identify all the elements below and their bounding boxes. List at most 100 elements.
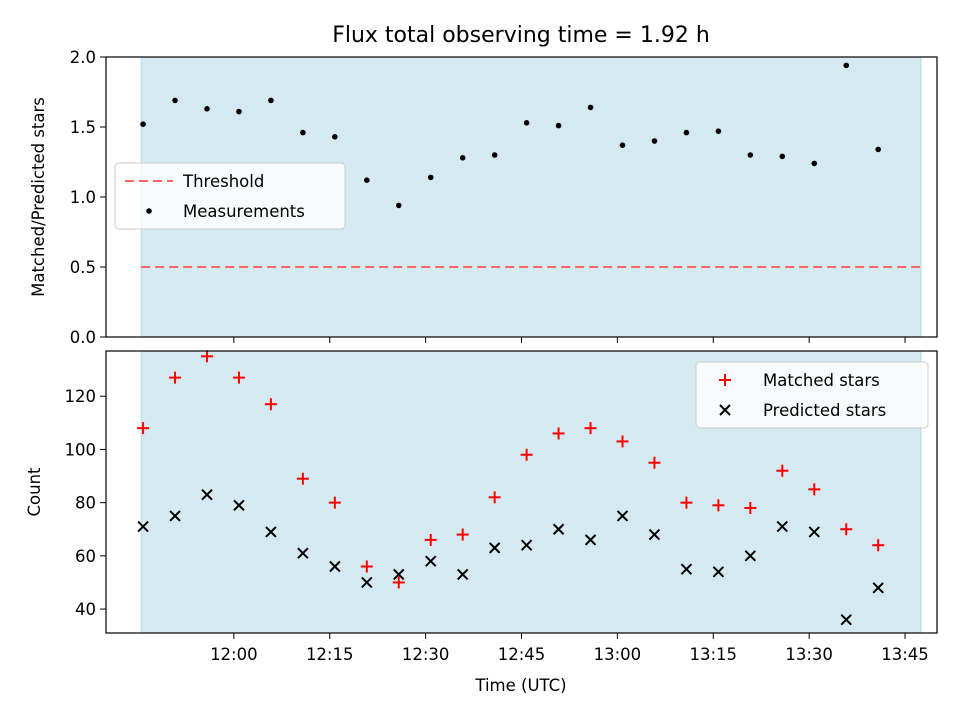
bottom-y-tick-label: 120 bbox=[65, 387, 97, 406]
predicted-star-point bbox=[265, 526, 277, 538]
predicted-star-point bbox=[233, 499, 245, 512]
matched-star-point bbox=[776, 464, 789, 477]
matched-star-point bbox=[872, 539, 885, 552]
x-tick-label: 12:00 bbox=[210, 645, 258, 664]
predicted-star-point bbox=[456, 568, 469, 581]
bottom-panel: 40 60 80 100 120 12:00 12:15 12:30 12:45 13:00 13… bbox=[25, 350, 938, 695]
top-y-tick-label: 1.0 bbox=[70, 188, 96, 207]
predicted-star-point bbox=[425, 555, 437, 567]
predicted-star-mark-b bbox=[393, 568, 405, 581]
matched-star-point bbox=[456, 528, 469, 541]
predicted-star-point bbox=[744, 550, 757, 562]
measurement-point bbox=[555, 122, 562, 129]
legend-measurements-swatch bbox=[146, 208, 152, 214]
predicted-star-mark-b bbox=[584, 534, 597, 546]
matched-star-point bbox=[264, 398, 277, 411]
measurement-point bbox=[332, 134, 338, 140]
predicted-star-point bbox=[201, 488, 213, 501]
predicted-star-point bbox=[137, 520, 149, 533]
x-tick-label: 12:45 bbox=[498, 645, 546, 664]
x-tick-label: 13:30 bbox=[785, 645, 833, 664]
matched-star-point bbox=[840, 523, 853, 536]
top-panel: 0.00.51.01.52.0 Matched/Predicted stars … bbox=[29, 48, 938, 347]
predicted-star-point bbox=[776, 520, 789, 533]
predicted-star-mark-b bbox=[265, 526, 277, 538]
matched-star-point bbox=[424, 533, 437, 546]
predicted-star-point bbox=[329, 560, 341, 573]
measurement-point bbox=[204, 106, 210, 112]
top-y-tick-label: 0.5 bbox=[70, 258, 96, 277]
top-y-tick-label: 1.5 bbox=[70, 118, 96, 137]
predicted-star-mark-b bbox=[169, 510, 181, 522]
predicted-star-point bbox=[808, 526, 820, 538]
matched-star-point bbox=[744, 501, 757, 514]
measurement-point bbox=[587, 104, 594, 111]
measurement-point bbox=[715, 128, 722, 134]
chart-title: Flux total observing time = 1.92 h bbox=[332, 23, 710, 48]
predicted-star-point bbox=[648, 528, 661, 541]
predicted-star-point bbox=[680, 563, 693, 575]
predicted-star-point bbox=[552, 523, 565, 535]
predicted-star-mark-b bbox=[361, 576, 373, 589]
matched-star-point bbox=[648, 456, 661, 469]
predicted-star-point bbox=[616, 510, 629, 522]
measurement-point bbox=[747, 152, 754, 158]
predicted-star-point bbox=[169, 510, 181, 522]
predicted-star-mark-b bbox=[808, 526, 820, 538]
legend-predicted-label: Predicted stars bbox=[763, 401, 886, 420]
predicted-star-point bbox=[840, 613, 852, 626]
measurement-point bbox=[268, 97, 274, 104]
bottom-legend: Matched stars Predicted stars bbox=[695, 361, 929, 429]
measurement-point bbox=[236, 108, 242, 115]
bottom-y-tick-label: 60 bbox=[75, 547, 96, 566]
predicted-star-mark-b bbox=[233, 499, 245, 512]
predicted-star-point bbox=[361, 576, 373, 589]
matched-star-point bbox=[360, 560, 373, 573]
bottom-y-axis-label: Count bbox=[25, 467, 44, 517]
top-y-axis-label: Matched/Predicted stars bbox=[29, 97, 48, 297]
legend-predicted-swatch bbox=[719, 404, 731, 416]
measurement-point bbox=[172, 97, 178, 104]
predicted-star-mark-b bbox=[648, 528, 661, 541]
matched-star-point bbox=[552, 427, 565, 440]
x-tick-label: 13:15 bbox=[689, 645, 737, 664]
matched-star-point bbox=[808, 483, 821, 496]
measurement-point bbox=[843, 62, 850, 69]
measurement-point bbox=[364, 177, 370, 183]
measurement-point bbox=[140, 121, 146, 127]
top-axes-frame bbox=[105, 56, 938, 338]
bottom-axes-frame bbox=[105, 350, 938, 634]
predicted-star-mark-b bbox=[137, 520, 149, 533]
measurement-point bbox=[651, 138, 658, 144]
predicted-star-mark-b bbox=[776, 520, 789, 533]
x-axis-label: Time (UTC) bbox=[474, 676, 566, 695]
legend-matched-label: Matched stars bbox=[763, 371, 880, 390]
predicted-star-mark-b bbox=[520, 539, 533, 551]
matched-star-point bbox=[200, 350, 213, 363]
measurement-point bbox=[395, 202, 402, 209]
predicted-star-point bbox=[872, 582, 884, 594]
predicted-star-mark-b bbox=[456, 568, 469, 581]
measurement-point bbox=[619, 142, 626, 148]
predicted-star-point bbox=[297, 547, 309, 559]
predicted-star-mark-b bbox=[680, 563, 693, 575]
measurement-point bbox=[875, 146, 881, 153]
predicted-star-point bbox=[520, 539, 533, 551]
matched-star-point bbox=[392, 576, 405, 589]
top-y-tick-label: 0.0 bbox=[70, 328, 96, 347]
matched-star-point bbox=[584, 422, 597, 435]
matched-star-point bbox=[296, 472, 309, 485]
predicted-star-mark-b bbox=[616, 510, 629, 522]
x-tick-label: 13:00 bbox=[594, 645, 642, 664]
predicted-star-mark-b bbox=[488, 542, 501, 554]
matched-star-point bbox=[488, 491, 501, 504]
predicted-star-point bbox=[393, 568, 405, 581]
predicted-star-mark-b bbox=[712, 566, 725, 578]
bottom-y-tick-label: 100 bbox=[65, 440, 97, 459]
predicted-star-point bbox=[584, 534, 597, 546]
matched-star-point bbox=[680, 496, 693, 509]
matched-star-point bbox=[328, 496, 341, 509]
measurement-point bbox=[811, 160, 818, 167]
bottom-y-tick-label: 40 bbox=[75, 600, 96, 619]
